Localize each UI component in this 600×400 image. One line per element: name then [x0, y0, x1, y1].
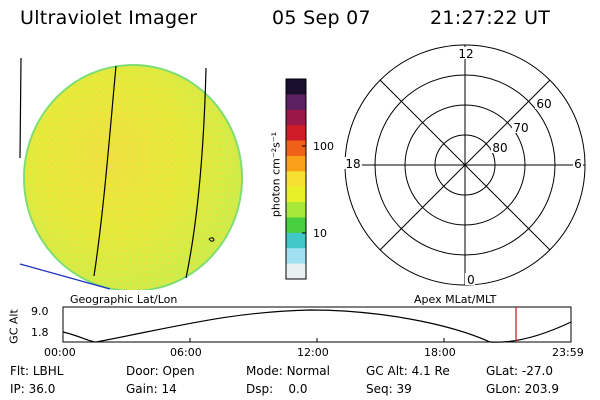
mlt-label-12: 12 [458, 47, 473, 61]
colorbar-segment [286, 140, 306, 157]
mlat-label-80: 80 [492, 141, 507, 155]
ip-label: IP: [10, 382, 25, 396]
gain-label: Gain: [126, 382, 158, 396]
colorbar-segment [286, 171, 306, 188]
glat-value: -27.0 [521, 364, 553, 378]
colorbar-unit-label: photon cm⁻²s⁻¹ [269, 131, 283, 218]
apex-mlat-mlt-label: Apex MLat/MLT [414, 293, 497, 306]
colorbar-segment [286, 155, 306, 172]
gcalt-label: GC Alt: [366, 364, 408, 378]
mode-label: Mode: [246, 364, 283, 378]
time-tick-0600: 06:00 [170, 346, 202, 359]
door-status: Door: Open [126, 364, 195, 378]
colorbar-tick-100: 100 [313, 140, 334, 153]
mlat-label-60: 60 [536, 97, 551, 111]
alt-tick-1-8: 1.8 [31, 326, 49, 339]
time-tick-2359: 23:59 [552, 346, 584, 359]
colorbar-segment [286, 186, 306, 203]
alt-tick-9-0: 9.0 [31, 305, 49, 318]
mlt-label-18: 18 [345, 157, 360, 171]
image-date: 05 Sep 07 [272, 7, 371, 29]
seq-status: Seq: 39 [366, 382, 412, 396]
longitude-line [93, 65, 117, 277]
colorbar-segment [286, 202, 306, 218]
image-time: 21:27:22 UT [430, 7, 551, 29]
filter-label: Flt: [10, 364, 29, 378]
time-tick-1200: 12:00 [297, 346, 329, 359]
gcalt-status: GC Alt: 4.1 Re [366, 364, 450, 378]
glat-status: GLat: -27.0 [486, 364, 553, 378]
filter-status: Flt: LBHL [10, 364, 63, 378]
gc-alt-axis-label: GC Alt [7, 309, 21, 344]
altitude-curve [62, 309, 572, 343]
colorbar-segment [286, 248, 306, 265]
dsp-value: 0.0 [288, 382, 308, 396]
longitude-line [185, 67, 207, 279]
ip-status: IP: 36.0 [10, 382, 55, 396]
geographic-latlon-label: Geographic Lat/Lon [70, 293, 178, 306]
instrument-title: Ultraviolet Imager [20, 7, 198, 29]
filter-value: LBHL [32, 364, 64, 378]
mlat-label-70: 70 [513, 121, 528, 135]
gain-value: 14 [161, 382, 177, 396]
gcalt-value: 4.1 Re [411, 364, 450, 378]
colorbar-segment [286, 109, 306, 126]
intensity-colorbar [285, 78, 307, 280]
mlt-label-6: 6 [574, 157, 582, 171]
glon-status: GLon: 203.9 [486, 382, 559, 396]
seq-label: Seq: [366, 382, 393, 396]
mlt-label-0: 0 [467, 273, 475, 287]
longitude-line [19, 57, 22, 159]
ip-value: 36.0 [28, 382, 56, 396]
dsp-label: Dsp: [246, 382, 274, 396]
mode-value: Normal [286, 364, 330, 378]
colorbar-tick-10: 10 [313, 227, 327, 240]
door-value: Open [162, 364, 195, 378]
altitude-strip-plot [62, 306, 572, 343]
coastline [19, 263, 111, 290]
glat-label: GLat: [486, 364, 519, 378]
colorbar-segment [286, 217, 306, 234]
colorbar-segment [286, 125, 306, 142]
door-label: Door: [126, 364, 159, 378]
colorbar-segment [286, 232, 306, 249]
geographic-image-panel [19, 57, 243, 290]
time-tick-1800: 18:00 [424, 346, 456, 359]
gain-status: Gain: 14 [126, 382, 177, 396]
mode-status: Mode: Normal [246, 364, 330, 378]
time-tick-0000: 00:00 [44, 346, 76, 359]
glon-value: 203.9 [524, 382, 559, 396]
glon-label: GLon: [486, 382, 521, 396]
colorbar-segment [286, 94, 306, 111]
seq-value: 39 [396, 382, 412, 396]
colorbar-segment [286, 263, 306, 280]
dsp-status: Dsp: 0.0 [246, 382, 308, 396]
polar-mlat-mlt-grid: 12 18 6 0 60 70 80 [344, 44, 586, 287]
colorbar-segment [286, 79, 306, 95]
